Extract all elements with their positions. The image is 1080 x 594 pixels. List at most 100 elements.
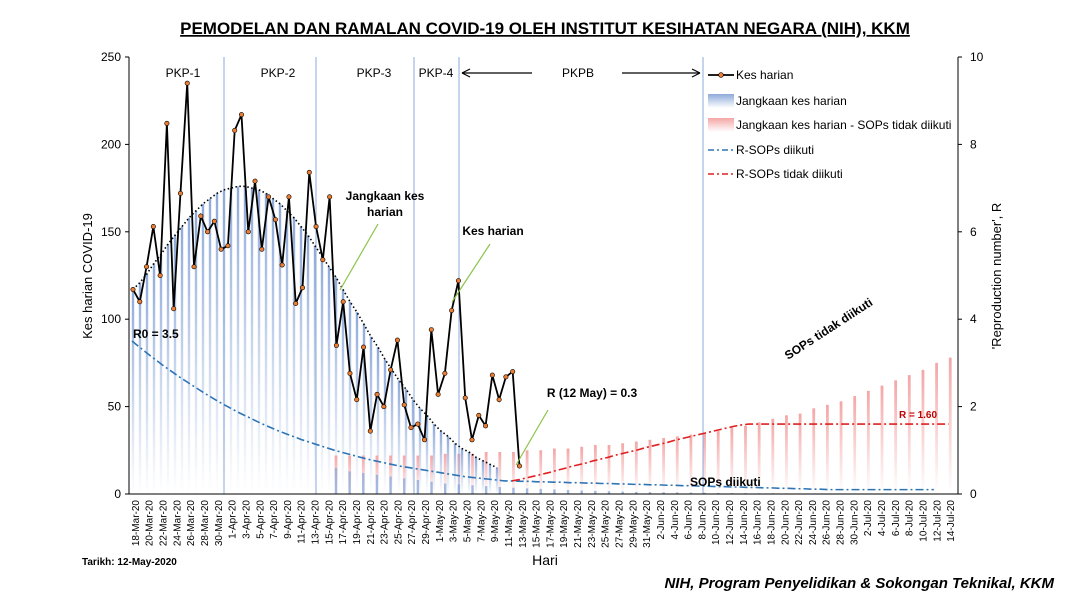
kes-harian-point [293, 300, 299, 306]
legend-label: Jangkaan kes harian [736, 94, 847, 108]
bar-sops-tidak [948, 357, 952, 494]
kes-harian-point [408, 425, 414, 431]
kes-harian-point [361, 344, 367, 350]
axes-group: 0 50 100 150 200 250 0 2 4 6 8 10 18-Mar-20 20-Mar-20… [101, 50, 984, 548]
kes-harian-point [157, 272, 163, 278]
bar-jangkaan [313, 245, 317, 494]
bar-jangkaan [271, 198, 275, 494]
x-tick-label: 24-Mar-20 [172, 500, 183, 547]
kes-harian-point [435, 391, 441, 397]
annotation-r12-leader [515, 409, 549, 466]
date-note: Tarikh: 12-May-2020 [82, 557, 177, 568]
bar-sops-diikuti [403, 478, 406, 494]
x-tick-label: 30-Jun-20 [849, 500, 860, 545]
x-tick-label: 29-Apr-20 [421, 500, 432, 545]
y2-tick-label: 10 [970, 50, 984, 64]
bar-sops-diikuti [512, 487, 515, 494]
x-tick-label: 5-Apr-20 [255, 500, 266, 539]
bar-sops-tidak [703, 432, 706, 494]
kes-harian-point [516, 463, 522, 469]
bar-jangkaan [446, 436, 450, 494]
x-tick-label: 4-Jul-20 [877, 500, 888, 537]
x-tick-label: 25-May-20 [601, 500, 612, 548]
y-tick-label: 250 [101, 50, 121, 64]
legend-swatch-red [708, 118, 734, 132]
kes-harian-point [218, 246, 224, 252]
x-tick-label: 2-Jul-20 [863, 500, 874, 537]
legend-swatch-blue [708, 94, 734, 108]
bar-jangkaan [334, 277, 338, 494]
bar-sops-tidak [593, 445, 597, 494]
kes-harian-point [266, 194, 272, 200]
kes-harian-point [225, 243, 231, 249]
bar-jangkaan [432, 424, 436, 494]
x-tick-label: 28-Jun-20 [836, 500, 847, 545]
bar-jangkaan [348, 301, 352, 494]
x-tick-label: 22-Jun-20 [794, 500, 805, 545]
bar-jangkaan [397, 380, 401, 494]
x-tick-label: 15-May-20 [532, 500, 543, 548]
r-sops-diikuti-line [131, 340, 934, 491]
x-tick-label: 9-Apr-20 [283, 500, 294, 539]
y-tick-label: 100 [101, 312, 121, 326]
y-tick-label: 150 [101, 225, 121, 239]
bar-jangkaan [341, 289, 345, 494]
bar-jangkaan [250, 188, 254, 494]
bar-jangkaan [418, 408, 422, 494]
bar-jangkaan [215, 193, 219, 494]
bar-sops-diikuti [430, 481, 433, 494]
bar-sops-tidak [853, 396, 857, 494]
bar-jangkaan [131, 289, 135, 494]
x-tick-label: 26-Mar-20 [186, 500, 197, 547]
kes-harian-point [374, 391, 380, 397]
kes-harian-point [476, 412, 482, 418]
kes-harian-point [164, 120, 170, 126]
bar-sops-tidak [935, 362, 938, 494]
kes-harian-point [299, 285, 305, 291]
x-tick-label: 16-Jun-20 [753, 500, 764, 545]
bar-sops-diikuti [689, 492, 693, 494]
annotation-kes-leader [451, 243, 491, 303]
annotation-r160: R = 1.60 [899, 410, 938, 421]
bar-jangkaan [355, 312, 359, 494]
phase-label: PKP-2 [261, 66, 296, 80]
y2-tick-label: 2 [970, 400, 977, 414]
bar-sops-tidak [866, 390, 870, 494]
bar-jangkaan [474, 457, 478, 494]
kes-harian-point [340, 299, 346, 305]
annotation-jangkaan-line1: Jangkaan kes [346, 189, 425, 203]
legend-label: Jangkaan kes harian - SOPs tidak diikuti [736, 118, 951, 132]
bar-jangkaan [208, 198, 212, 494]
bar-sops-tidak [785, 415, 788, 494]
x-tick-label: 10-Jul-20 [918, 500, 929, 542]
x-tick-label: 11-Apr-20 [297, 500, 308, 544]
bar-sops-diikuti [525, 488, 529, 494]
x-tick-label: 17-May-20 [545, 500, 556, 548]
kes-harian-point [245, 229, 251, 235]
bar-sops-diikuti [635, 491, 638, 494]
bar-sops-tidak [730, 427, 734, 494]
x-tick-label: 31-May-20 [642, 500, 653, 548]
bar-sops-diikuti [717, 492, 720, 494]
bar-sops-tidak [402, 455, 406, 494]
kes-harian-point [171, 306, 177, 312]
bar-sops-diikuti [621, 491, 624, 494]
x-tick-label: 30-Mar-20 [214, 500, 225, 547]
kes-harian-point [347, 370, 353, 376]
x-tick-label: 18-Mar-20 [131, 500, 142, 547]
x-tick-label: 17-Apr-20 [338, 500, 349, 545]
kes-harian-point [150, 224, 156, 230]
bar-sops-tidak [430, 455, 433, 494]
bar-sops-diikuti [471, 485, 474, 494]
bar-sops-diikuti [703, 492, 706, 494]
x-tick-label: 5-May-20 [463, 500, 474, 543]
bar-sops-tidak [471, 453, 474, 494]
bar-sops-tidak [921, 369, 925, 494]
bar-sops-tidak [662, 438, 665, 494]
x-axis-title: Hari [532, 552, 558, 568]
y-axis-title: Kes harian COVID-19 [80, 213, 95, 339]
bar-sops-tidak [798, 413, 802, 494]
x-tick-label: 11-May-20 [504, 500, 515, 547]
x-tick-label: 4-Jun-20 [670, 500, 681, 540]
fitted-dotted-curve [132, 185, 498, 469]
